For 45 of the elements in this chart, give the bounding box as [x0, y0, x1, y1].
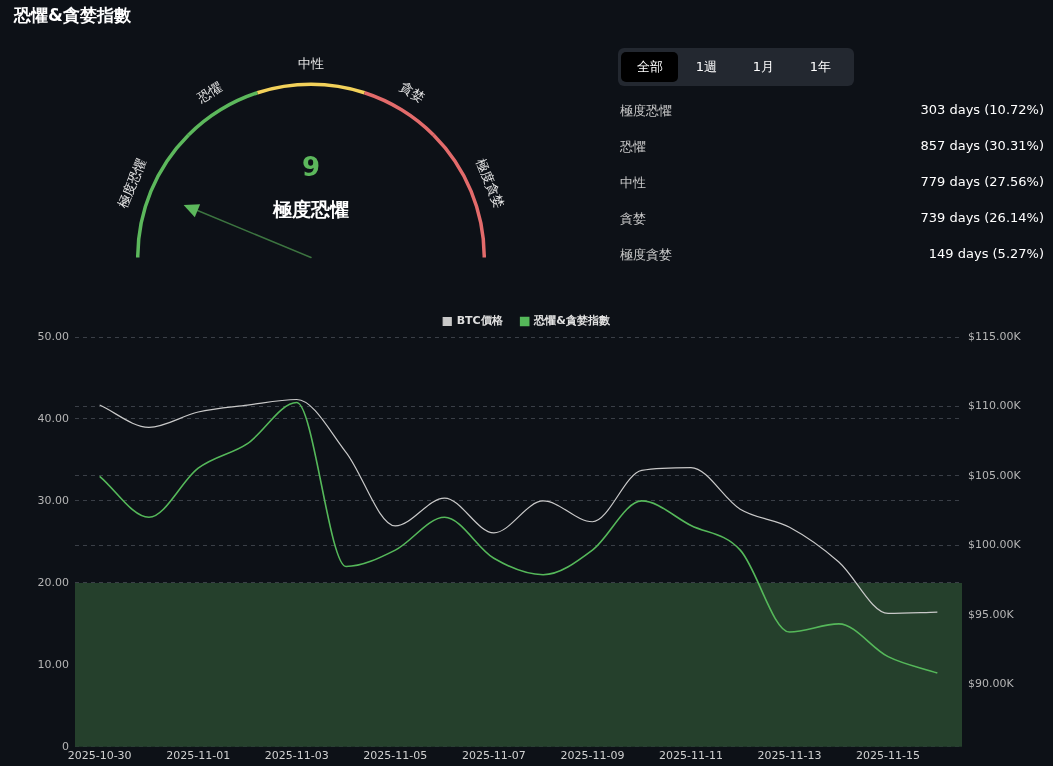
text: 303 days (10.72%) — [920, 102, 1044, 117]
text: 全部 — [621, 52, 678, 82]
y-tick-label: 40.00 — [37, 411, 69, 425]
y2-tick-label: $100.00K — [968, 538, 1022, 552]
x-tick-label: 2025-11-11 — [659, 749, 723, 763]
x-tick-label: 2025-10-30 — [67, 749, 132, 763]
y2-tick-label: $115.00K — [968, 329, 1022, 343]
x-tick-label: 2025-11-03 — [264, 749, 329, 763]
legend-label: 恐懼&貪婪指數 — [533, 314, 611, 328]
x-tick-label: 2025-11-13 — [757, 749, 822, 763]
x-tick-label: 2025-11-01 — [166, 749, 231, 763]
y-tick-label: 30.00 — [37, 493, 69, 507]
category-label: 中性 — [620, 174, 646, 192]
category-label: 恐懼 — [620, 138, 646, 156]
y2-tick-label: $110.00K — [968, 399, 1022, 413]
x-tick-label: 2025-11-09 — [560, 749, 625, 763]
y-tick-label: 20.00 — [37, 575, 69, 589]
y-tick-label: 0 — [62, 739, 69, 753]
y-tick-label: 50.00 — [37, 329, 69, 343]
legend-label: BTC價格 — [456, 314, 504, 328]
slice-label: 貪婪 — [397, 78, 428, 106]
category-label: 極度貪婪 — [620, 246, 672, 264]
slice-label: 極度貪婪 — [473, 156, 508, 211]
y2-tick-label: $90.00K — [968, 677, 1015, 691]
y2-tick-label: $95.00K — [968, 607, 1015, 621]
x-tick-label: 2025-11-07 — [461, 749, 526, 763]
text: 1週 — [694, 58, 719, 76]
slice-label: 極度恐懼 — [114, 156, 149, 211]
text: 149 days (5.27%) — [928, 246, 1044, 261]
x-tick-label: 2025-11-15 — [856, 749, 921, 763]
slice-label: 中性 — [298, 55, 324, 71]
slice-label: 恐懼 — [193, 78, 225, 106]
text: 9 — [301, 152, 321, 183]
chart-title: 恐懼&貪婪指數 — [14, 4, 131, 27]
category-label: 極度恐懼 — [620, 102, 672, 120]
text: 1月 — [751, 58, 776, 76]
y-tick-label: 10.00 — [37, 657, 69, 671]
text: 857 days (30.31%) — [920, 138, 1044, 153]
text: 極度恐懼 — [272, 198, 349, 221]
y2-tick-label: $105.00K — [968, 468, 1022, 482]
text: 779 days (27.56%) — [920, 174, 1044, 189]
x-tick-label: 2025-11-05 — [363, 749, 428, 763]
text: 1年 — [808, 58, 833, 76]
category-label: 貪婪 — [620, 210, 646, 228]
text: 739 days (26.14%) — [920, 210, 1044, 225]
